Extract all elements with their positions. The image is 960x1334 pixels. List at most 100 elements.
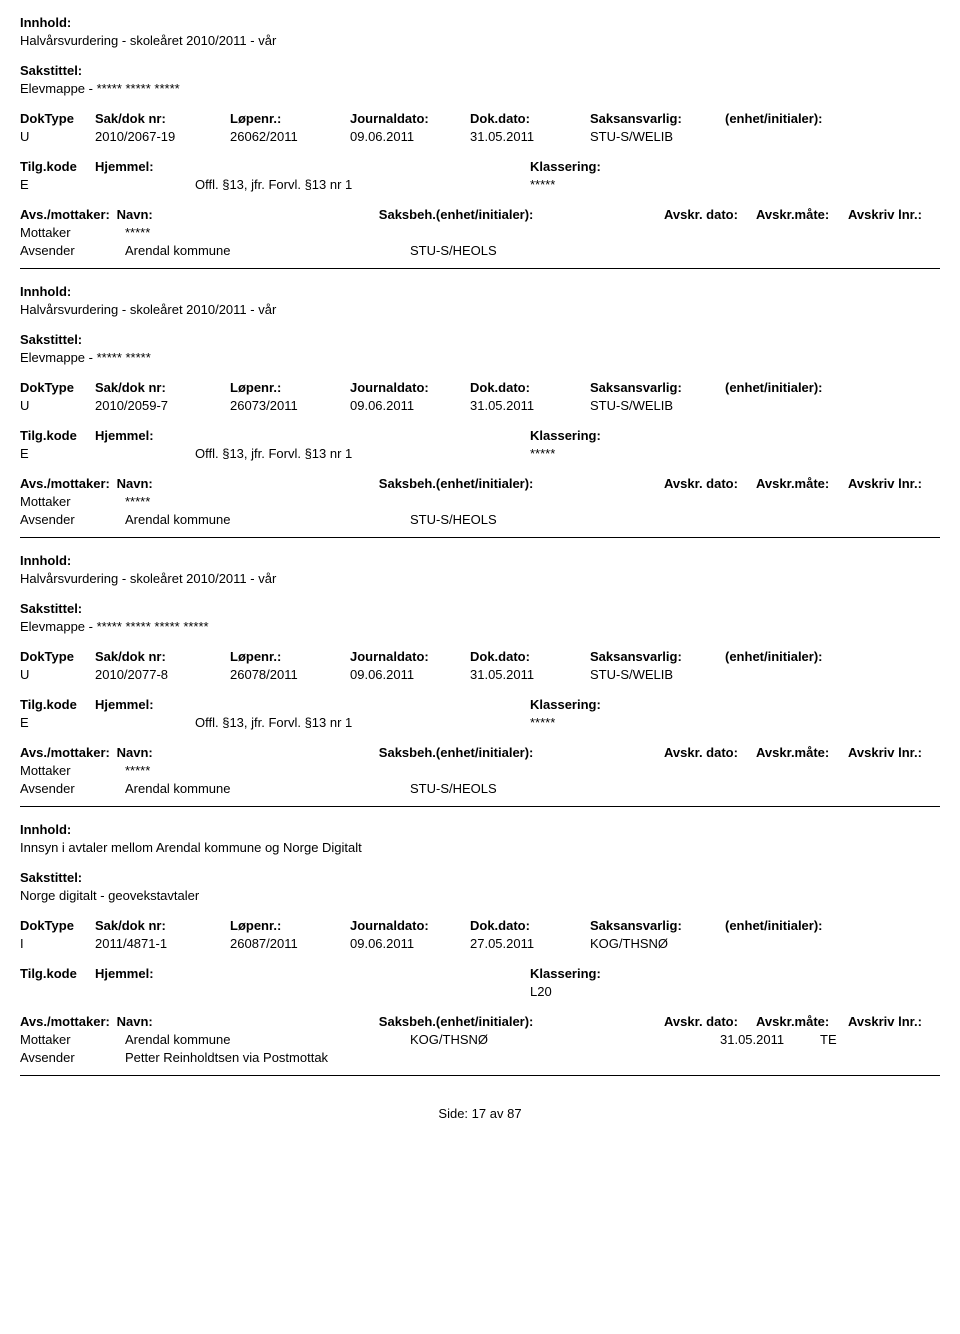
journaldato-header: Journaldato: bbox=[350, 918, 470, 933]
sakstittel-value: Elevmappe - ***** ***** ***** bbox=[20, 81, 940, 96]
saksbeh-header: Saksbeh.(enhet/initialer): bbox=[379, 745, 664, 760]
hjemmel-header: Hjemmel: bbox=[95, 159, 195, 174]
journaldato-value: 09.06.2011 bbox=[350, 129, 470, 144]
saksansvarlig-header: Saksansvarlig: bbox=[590, 380, 725, 395]
avsmottaker-header: Avs./mottaker: bbox=[20, 476, 117, 491]
avsender-value: Arendal kommune bbox=[125, 781, 410, 796]
lopenr-header: Løpenr.: bbox=[230, 380, 350, 395]
tilgkode-header: Tilg.kode bbox=[20, 966, 95, 981]
mottaker-label: Mottaker bbox=[20, 1032, 125, 1047]
navn-header: Navn: bbox=[117, 1014, 379, 1029]
tilg-value-row: E Offl. §13, jfr. Forvl. §13 nr 1 ***** bbox=[20, 715, 940, 730]
saknr-header: Sak/dok nr: bbox=[95, 918, 230, 933]
avsender-row: Avsender Arendal kommune STU-S/HEOLS bbox=[20, 781, 940, 796]
tilgkode-value: E bbox=[20, 177, 95, 192]
enhet-header: (enhet/initialer): bbox=[725, 380, 885, 395]
saknr-value: 2010/2067-19 bbox=[95, 129, 230, 144]
hjemmel-value: Offl. §13, jfr. Forvl. §13 nr 1 bbox=[195, 715, 530, 730]
journaldato-header: Journaldato: bbox=[350, 649, 470, 664]
saksbeh-header: Saksbeh.(enhet/initialer): bbox=[379, 476, 664, 491]
avskrivlnr-header: Avskriv lnr.: bbox=[848, 745, 940, 760]
hjemmel-spacer2 bbox=[95, 446, 195, 461]
avsmottaker-header: Avs./mottaker: bbox=[20, 745, 117, 760]
record-separator bbox=[20, 537, 940, 538]
tilg-value-row: E Offl. §13, jfr. Forvl. §13 nr 1 ***** bbox=[20, 177, 940, 192]
avsender-label: Avsender bbox=[20, 1050, 125, 1065]
hjemmel-value: Offl. §13, jfr. Forvl. §13 nr 1 bbox=[195, 177, 530, 192]
saknr-header: Sak/dok nr: bbox=[95, 380, 230, 395]
dokdato-header: Dok.dato: bbox=[470, 918, 590, 933]
saksansvarlig-header: Saksansvarlig: bbox=[590, 649, 725, 664]
klassering-value: L20 bbox=[530, 984, 680, 999]
hjemmel-header: Hjemmel: bbox=[95, 428, 195, 443]
saksbeh-value: KOG/THSNØ bbox=[410, 1032, 720, 1047]
saknr-value: 2010/2077-8 bbox=[95, 667, 230, 682]
doc-header-row: DokType Sak/dok nr: Løpenr.: Journaldato… bbox=[20, 918, 940, 933]
doktype-header: DokType bbox=[20, 918, 95, 933]
enhet-value bbox=[725, 936, 885, 951]
enhet-value bbox=[725, 667, 885, 682]
innhold-label: Innhold: bbox=[20, 15, 940, 30]
hjemmel-spacer bbox=[195, 697, 530, 712]
hjemmel-spacer2 bbox=[95, 984, 195, 999]
avskrmate-value: TE bbox=[820, 1032, 920, 1047]
innhold-label: Innhold: bbox=[20, 284, 940, 299]
saksansvarlig-header: Saksansvarlig: bbox=[590, 111, 725, 126]
avskrmate-header: Avskr.måte: bbox=[756, 476, 848, 491]
avskrdato-value: 31.05.2011 bbox=[720, 1032, 820, 1047]
avsender-value: Petter Reinholdtsen via Postmottak bbox=[125, 1050, 410, 1065]
innhold-value: Halvårsvurdering - skoleåret 2010/2011 -… bbox=[20, 33, 940, 48]
page-sep: av bbox=[490, 1106, 504, 1121]
mottaker-row: Mottaker ***** bbox=[20, 225, 940, 240]
hjemmel-value bbox=[195, 984, 530, 999]
avsender-label: Avsender bbox=[20, 512, 125, 527]
avsmottaker-header: Avs./mottaker: bbox=[20, 1014, 117, 1029]
klassering-header: Klassering: bbox=[530, 428, 680, 443]
avs-header-row: Avs./mottaker: Navn: Saksbeh.(enhet/init… bbox=[20, 1014, 940, 1029]
saksansvarlig-value: STU-S/WELIB bbox=[590, 667, 725, 682]
innhold-value: Halvårsvurdering - skoleåret 2010/2011 -… bbox=[20, 302, 940, 317]
mottaker-row: Mottaker ***** bbox=[20, 763, 940, 778]
hjemmel-spacer bbox=[195, 966, 530, 981]
saksbeh-value: STU-S/HEOLS bbox=[410, 512, 720, 527]
mottaker-value: ***** bbox=[125, 763, 410, 778]
navn-header: Navn: bbox=[117, 476, 379, 491]
klassering-value: ***** bbox=[530, 446, 680, 461]
record: Innhold: Halvårsvurdering - skoleåret 20… bbox=[20, 284, 940, 527]
sakstittel-value: Norge digitalt - geovekstavtaler bbox=[20, 888, 940, 903]
enhet-header: (enhet/initialer): bbox=[725, 111, 885, 126]
dokdato-value: 31.05.2011 bbox=[470, 398, 590, 413]
mottaker-value: Arendal kommune bbox=[125, 1032, 410, 1047]
avskrdato-header: Avskr. dato: bbox=[664, 476, 756, 491]
sakstittel-label: Sakstittel: bbox=[20, 601, 940, 616]
enhet-value bbox=[725, 129, 885, 144]
doc-value-row: U 2010/2077-8 26078/2011 09.06.2011 31.0… bbox=[20, 667, 940, 682]
innhold-label: Innhold: bbox=[20, 822, 940, 837]
avsender-value: Arendal kommune bbox=[125, 512, 410, 527]
journaldato-header: Journaldato: bbox=[350, 380, 470, 395]
doktype-value: U bbox=[20, 398, 95, 413]
klassering-value: ***** bbox=[530, 715, 680, 730]
avskrdato-header: Avskr. dato: bbox=[664, 745, 756, 760]
avskrmate-header: Avskr.måte: bbox=[756, 1014, 848, 1029]
doktype-value: U bbox=[20, 129, 95, 144]
saknr-value: 2010/2059-7 bbox=[95, 398, 230, 413]
saksansvarlig-header: Saksansvarlig: bbox=[590, 918, 725, 933]
klassering-header: Klassering: bbox=[530, 159, 680, 174]
journaldato-value: 09.06.2011 bbox=[350, 667, 470, 682]
saknr-header: Sak/dok nr: bbox=[95, 111, 230, 126]
mottaker-row: Mottaker Arendal kommune KOG/THSNØ 31.05… bbox=[20, 1032, 940, 1047]
navn-header: Navn: bbox=[117, 745, 379, 760]
sakstittel-value: Elevmappe - ***** ***** bbox=[20, 350, 940, 365]
avsender-row: Avsender Petter Reinholdtsen via Postmot… bbox=[20, 1050, 940, 1065]
avskrivlnr-header: Avskriv lnr.: bbox=[848, 476, 940, 491]
saksansvarlig-value: KOG/THSNØ bbox=[590, 936, 725, 951]
doc-value-row: U 2010/2059-7 26073/2011 09.06.2011 31.0… bbox=[20, 398, 940, 413]
doc-header-row: DokType Sak/dok nr: Løpenr.: Journaldato… bbox=[20, 380, 940, 395]
avskrmate-header: Avskr.måte: bbox=[756, 745, 848, 760]
avsender-row: Avsender Arendal kommune STU-S/HEOLS bbox=[20, 243, 940, 258]
lopenr-header: Løpenr.: bbox=[230, 649, 350, 664]
enhet-value bbox=[725, 398, 885, 413]
doktype-header: DokType bbox=[20, 649, 95, 664]
avskrdato-header: Avskr. dato: bbox=[664, 1014, 756, 1029]
